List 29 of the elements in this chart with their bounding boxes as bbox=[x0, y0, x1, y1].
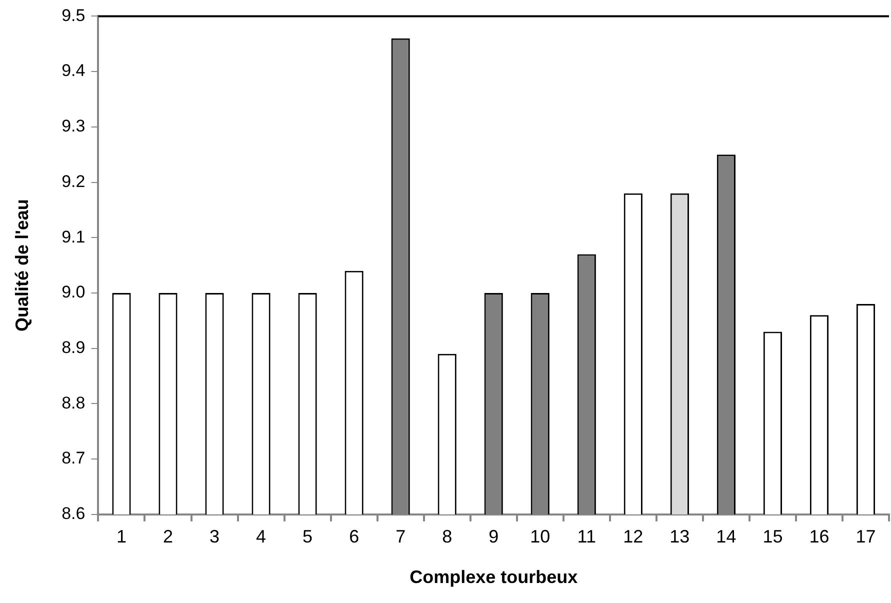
y-tick-label: 9.1 bbox=[62, 227, 86, 246]
x-tick-label: 11 bbox=[577, 526, 596, 546]
y-tick-label: 9.3 bbox=[62, 116, 86, 136]
y-tick-label: 9.4 bbox=[62, 61, 86, 80]
y-tick-label: 9.2 bbox=[62, 172, 86, 191]
x-tick-label: 3 bbox=[210, 526, 220, 546]
x-tick-label: 8 bbox=[442, 526, 452, 546]
x-tick-label: 1 bbox=[116, 526, 126, 546]
y-tick-label: 8.6 bbox=[62, 504, 86, 524]
x-tick-label: 2 bbox=[163, 526, 174, 546]
y-tick-label: 8.8 bbox=[62, 393, 86, 412]
x-tick-label: 5 bbox=[302, 526, 313, 546]
x-tick-label: 12 bbox=[623, 526, 644, 546]
x-tick-label: 7 bbox=[396, 526, 406, 546]
x-tick-label: 15 bbox=[762, 526, 783, 546]
y-tick-label: 8.7 bbox=[62, 448, 86, 468]
x-tick-label: 9 bbox=[488, 526, 499, 546]
y-tick-label: 9.5 bbox=[62, 6, 86, 25]
x-tick-label: 14 bbox=[716, 526, 736, 546]
y-axis-title: Qualité de l'eau bbox=[12, 199, 32, 332]
y-tick-label: 8.9 bbox=[62, 338, 86, 358]
x-tick-label: 17 bbox=[856, 526, 876, 546]
x-tick-label: 4 bbox=[256, 526, 266, 546]
x-axis-title: Complexe tourbeux bbox=[410, 567, 578, 588]
y-tick-label: 9.0 bbox=[62, 282, 86, 302]
x-tick-label: 10 bbox=[530, 526, 550, 546]
x-tick-label: 13 bbox=[670, 526, 690, 546]
x-tick-label: 6 bbox=[349, 526, 360, 546]
x-tick-label: 16 bbox=[809, 526, 830, 546]
